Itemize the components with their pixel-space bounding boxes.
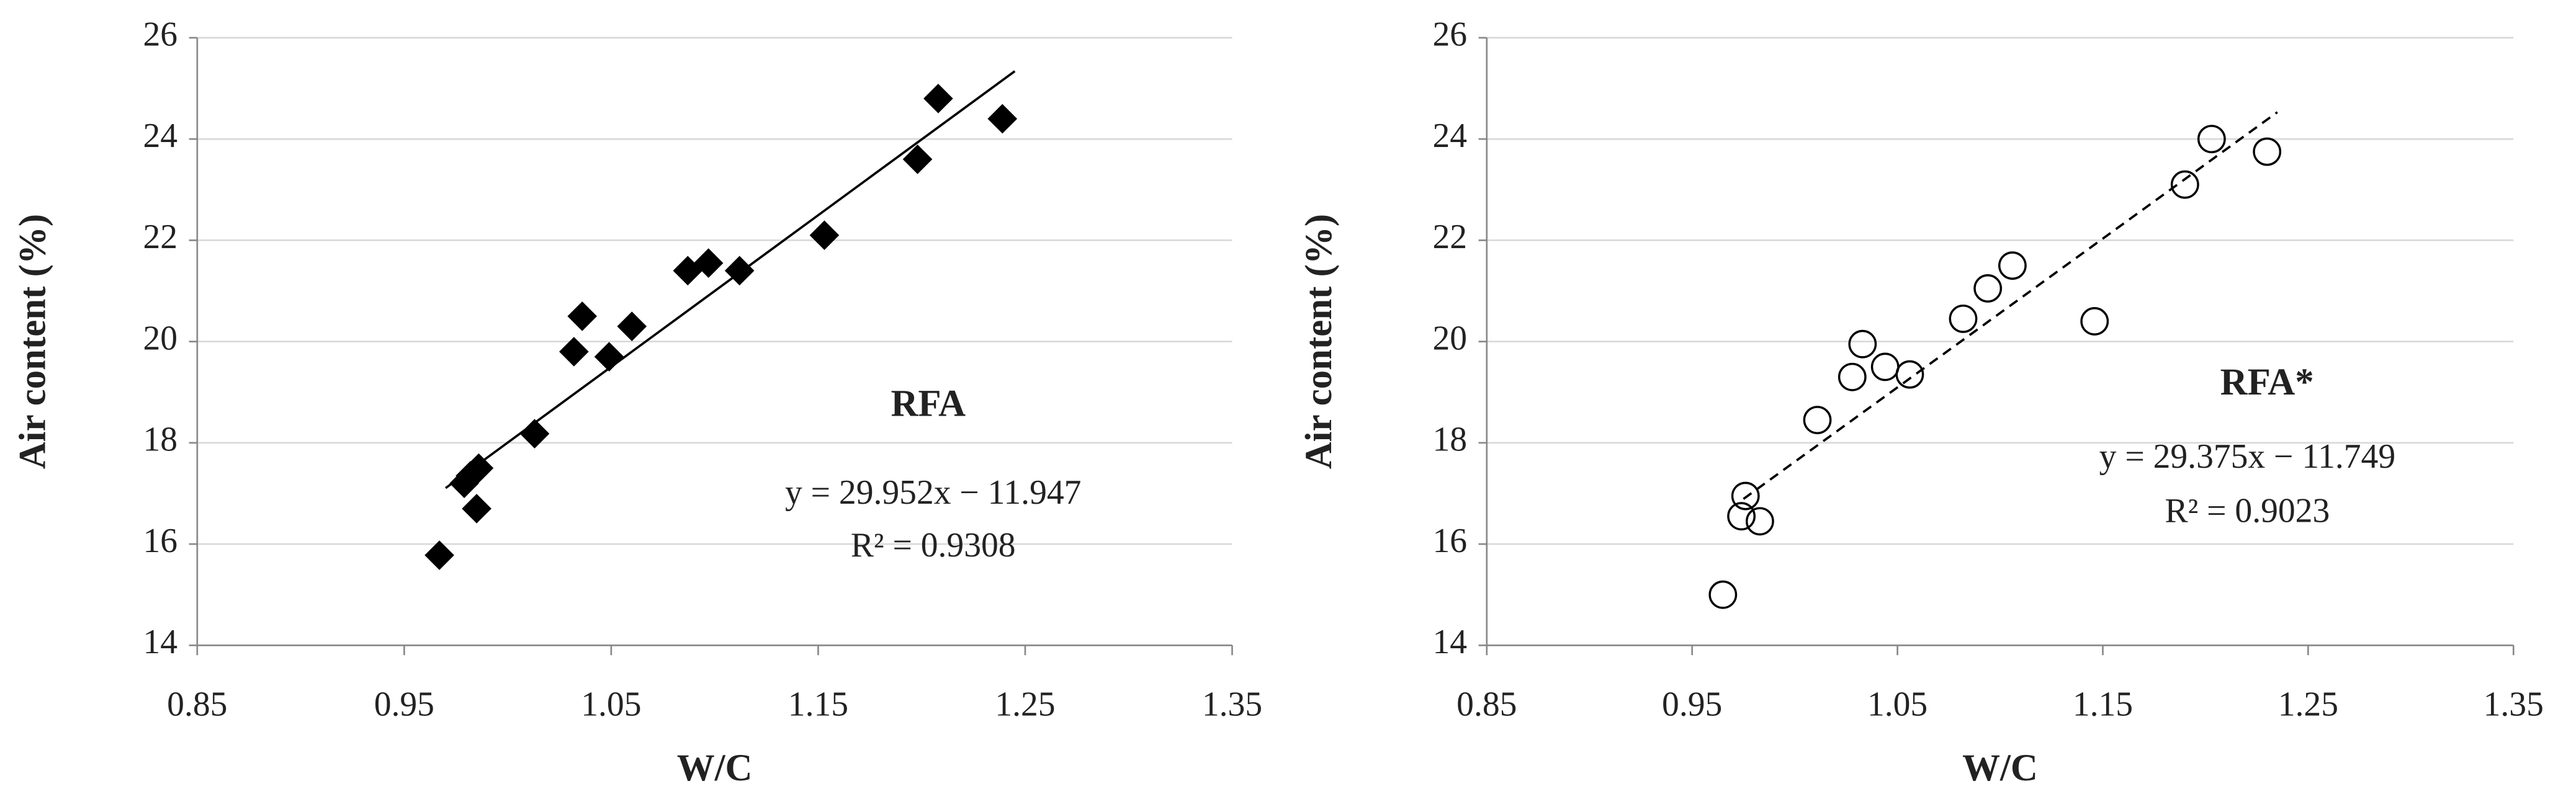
x-tick-label: 1.05 xyxy=(581,685,641,724)
point xyxy=(902,144,933,174)
point xyxy=(1708,580,1738,609)
y-tick-label: 14 xyxy=(143,623,177,661)
y-tick-label: 16 xyxy=(143,522,177,560)
annotation: y = 29.952x − 11.947 xyxy=(785,473,1081,512)
point xyxy=(594,342,624,372)
point xyxy=(2197,125,2226,154)
point xyxy=(2170,170,2199,199)
y-tick-label: 22 xyxy=(143,218,177,256)
point xyxy=(1895,360,1924,389)
y-tick-label: 14 xyxy=(1432,623,1467,661)
x-tick-label: 0.95 xyxy=(374,685,434,724)
series-label: RFA xyxy=(891,383,966,424)
annotation: R² = 0.9023 xyxy=(2165,491,2330,530)
x-tick-label: 0.85 xyxy=(1456,685,1517,724)
trendline xyxy=(444,70,1016,489)
point xyxy=(519,419,550,448)
point xyxy=(1803,406,1832,435)
point xyxy=(464,453,494,483)
x-tick-label: 1.15 xyxy=(788,685,848,724)
x-tick-label: 1.25 xyxy=(995,685,1055,724)
point xyxy=(1949,304,1978,333)
annotation: y = 29.375x − 11.749 xyxy=(2099,437,2395,476)
point xyxy=(923,84,953,114)
point xyxy=(1848,329,1877,359)
x-axis-label: W/C xyxy=(677,747,753,789)
point xyxy=(809,220,840,251)
point xyxy=(424,540,454,570)
y-tick-label: 18 xyxy=(1432,421,1467,459)
y-tick-label: 24 xyxy=(1432,117,1467,155)
y-axis-label: Air content (%) xyxy=(1298,214,1340,469)
point xyxy=(567,301,598,331)
point xyxy=(987,104,1018,134)
series-label: RFA* xyxy=(2220,362,2314,403)
point xyxy=(1745,507,1774,536)
x-axis-label: W/C xyxy=(1962,747,2038,789)
y-tick-label: 22 xyxy=(1432,218,1467,256)
y-tick-label: 18 xyxy=(143,421,177,459)
x-tick-label: 1.35 xyxy=(1202,685,1262,724)
y-tick-label: 16 xyxy=(1432,522,1467,560)
x-tick-label: 0.85 xyxy=(167,685,227,724)
point xyxy=(1838,362,1867,391)
point xyxy=(1731,481,1760,511)
annotation: R² = 0.9308 xyxy=(851,526,1016,564)
x-tick-label: 1.15 xyxy=(2073,685,2133,724)
x-tick-label: 1.05 xyxy=(1867,685,1928,724)
point xyxy=(559,337,589,367)
point xyxy=(2253,137,2282,166)
point xyxy=(1973,274,2003,303)
point xyxy=(462,494,491,524)
x-tick-label: 1.35 xyxy=(2484,685,2544,724)
y-tick-label: 24 xyxy=(143,117,177,155)
y-tick-label: 26 xyxy=(143,16,177,54)
y-tick-label: 20 xyxy=(143,319,177,357)
point xyxy=(1870,352,1900,381)
x-tick-label: 0.95 xyxy=(1662,685,1722,724)
point xyxy=(2080,307,2109,336)
point xyxy=(1727,502,1756,531)
y-tick-label: 26 xyxy=(1432,16,1467,54)
trendline xyxy=(1743,111,2278,500)
point xyxy=(617,311,647,341)
y-axis-label: Air content (%) xyxy=(12,214,53,469)
x-tick-label: 1.25 xyxy=(2278,685,2338,724)
point xyxy=(1998,251,2027,280)
y-tick-label: 20 xyxy=(1432,319,1467,357)
